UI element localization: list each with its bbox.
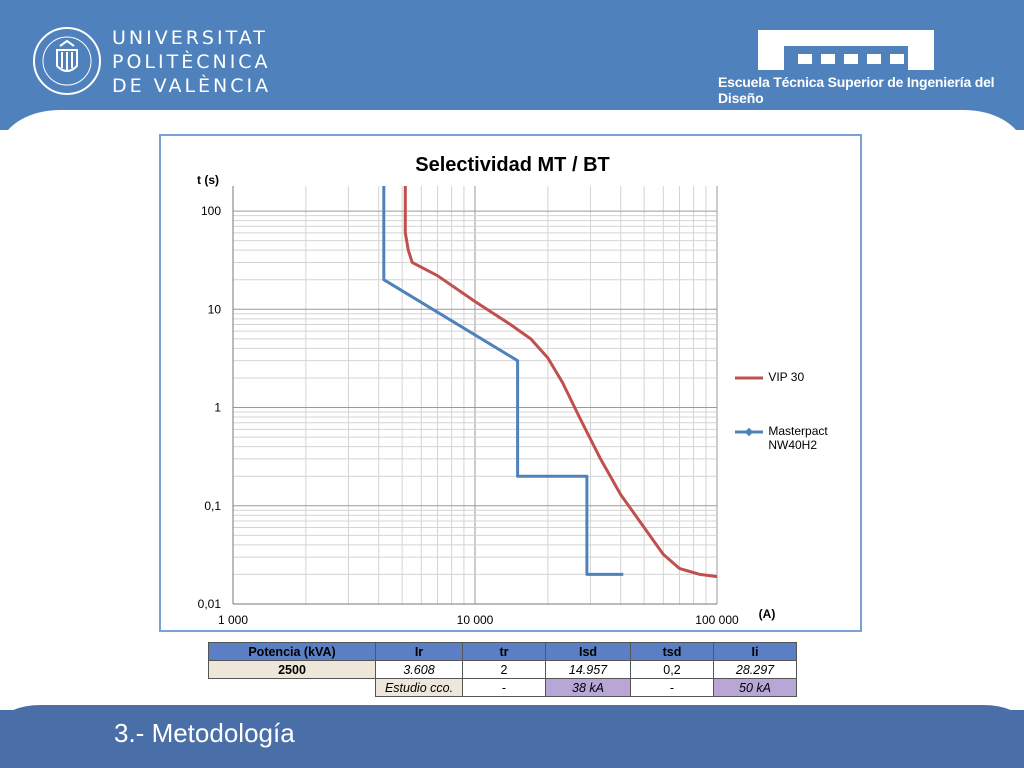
- legend-item-masterpact: Masterpact NW40H2: [735, 424, 848, 452]
- table-cell: -: [630, 678, 714, 697]
- table-header: Potencia (kVA): [208, 642, 376, 661]
- y-axis-label: t (s): [197, 173, 219, 187]
- table-header-row: Potencia (kVA) Ir tr Isd tsd Ii: [208, 642, 797, 661]
- y-tick-label: 0,1: [204, 499, 221, 513]
- chart-area: Selectividad MT / BT 0,01 0,1 1 10 100 1 000 1…: [159, 134, 862, 632]
- table-header: tsd: [630, 642, 714, 661]
- table-cell: 28.297: [713, 660, 797, 679]
- series-line-0: [403, 186, 718, 579]
- university-name: UNIVERSITAT POLITÈCNICA DE VALÈNCIA: [112, 26, 271, 98]
- table-header: Ii: [713, 642, 797, 661]
- school-logo-icon: [758, 30, 934, 70]
- university-seal-icon: [33, 27, 101, 95]
- table-cell: 38 kA: [545, 678, 631, 697]
- section-title: 3.- Metodología: [114, 718, 295, 748]
- y-tick-label: 1: [214, 401, 221, 415]
- table-cell: 0,2: [630, 660, 714, 679]
- x-axis-label: (A): [759, 607, 776, 621]
- table-cell: Estudio cco.: [375, 678, 463, 697]
- y-tick-label: 0,01: [198, 597, 222, 611]
- table-header: Ir: [375, 642, 463, 661]
- table-cell: 2: [462, 660, 546, 679]
- series-line-1: [382, 186, 624, 576]
- chart-plot: 0,01 0,1 1 10 100 1 000 10 000 100 000 t (s) (A): [197, 173, 776, 627]
- footer-bar: [0, 705, 1024, 768]
- protection-settings-table: Potencia (kVA) Ir tr Isd tsd Ii 2500 3.6…: [208, 642, 797, 697]
- table-cell: 3.608: [375, 660, 463, 679]
- x-tick-label: 100 000: [695, 613, 739, 627]
- legend-line-icon: [735, 427, 763, 437]
- x-tick-label: 10 000: [457, 613, 494, 627]
- y-tick-label: 10: [208, 302, 222, 316]
- school-name: Escuela Técnica Superior de Ingeniería d…: [718, 74, 995, 106]
- table-cell: 14.957: [545, 660, 631, 679]
- table-row: Estudio cco. - 38 kA - 50 kA: [208, 678, 797, 697]
- university-name-line: POLITÈCNICA: [112, 51, 271, 73]
- table-header: Isd: [545, 642, 631, 661]
- table-header: tr: [462, 642, 546, 661]
- table-cell: -: [462, 678, 546, 697]
- x-tick-label: 1 000: [218, 613, 248, 627]
- table-cell: 50 kA: [713, 678, 797, 697]
- legend-item-vip30: VIP 30: [735, 370, 804, 384]
- legend-label: VIP 30: [768, 370, 805, 384]
- y-tick-label: 100: [201, 204, 221, 218]
- university-name-line: UNIVERSITAT: [112, 27, 268, 49]
- university-name-line: DE VALÈNCIA: [112, 75, 272, 97]
- legend-label: Masterpact NW40H2: [768, 424, 828, 452]
- legend-line-icon: [735, 376, 763, 380]
- table-cell-empty: [208, 678, 376, 697]
- table-cell: 2500: [208, 660, 376, 679]
- table-row: 2500 3.608 2 14.957 0,2 28.297: [208, 660, 797, 679]
- chart-title: Selectividad MT / BT: [415, 154, 610, 176]
